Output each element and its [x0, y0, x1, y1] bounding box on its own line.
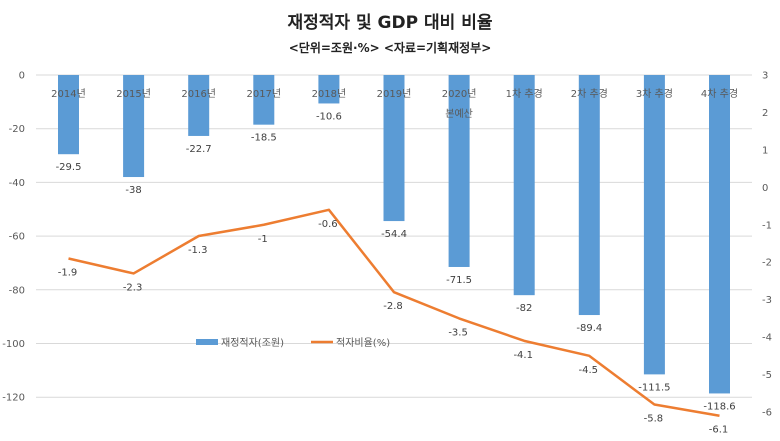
bar-data-label: -118.6: [703, 401, 735, 412]
right-axis-tick: -6: [762, 408, 772, 419]
right-axis-tick: 2: [762, 108, 768, 119]
right-axis: 3 2 1 0 -1 -2 -3 -4 -5 -6: [762, 71, 772, 419]
legend: 재정적자(조원) 적자비율(%): [196, 337, 390, 349]
left-axis: 0 -20 -40 -60 -80 -100 -120: [2, 71, 25, 404]
line-data-label: -1.9: [58, 267, 78, 278]
left-axis-tick: 0: [19, 71, 25, 82]
bar-data-label: -10.6: [316, 111, 342, 122]
line-path: [68, 208, 720, 417]
category-label: 4차 추경: [701, 87, 738, 100]
legend-swatch-bar: [196, 339, 218, 345]
left-axis-tick: -100: [2, 339, 25, 350]
chart-subtitle: <단위=조원·%> <자료=기획재정부>: [288, 41, 492, 55]
bar: [709, 75, 730, 394]
left-axis-tick: -20: [9, 124, 25, 135]
line-data-label: -2.8: [383, 301, 403, 312]
line-data-label: -4.1: [513, 350, 533, 361]
category-label: 2020년: [442, 88, 477, 100]
chart-title: 재정적자 및 GDP 대비 비율: [287, 13, 493, 33]
line-data-label: -1: [258, 234, 268, 245]
right-axis-tick: -1: [762, 220, 772, 231]
right-axis-tick: -4: [762, 333, 772, 344]
right-axis-tick: -3: [762, 295, 772, 306]
category-label: 2017년: [246, 88, 281, 100]
bar: [448, 75, 470, 267]
right-axis-tick: 0: [762, 183, 768, 194]
line-data-label: -2.3: [123, 282, 143, 293]
bar: [123, 75, 145, 178]
right-axis-tick: -2: [762, 258, 772, 269]
bar-data-label: -111.5: [638, 382, 670, 393]
bar-data-label: -29.5: [56, 162, 82, 173]
bar-data-label: -38: [125, 185, 141, 196]
bar: [643, 75, 665, 375]
bar: [383, 75, 405, 222]
left-axis-tick: -120: [2, 393, 25, 404]
bar-data-label: -89.4: [576, 323, 602, 334]
bar-data-label: -18.5: [251, 133, 277, 144]
line-data-label: -3.5: [448, 327, 468, 338]
right-axis-tick: -5: [762, 370, 772, 381]
line-data-label: -0.6: [318, 219, 338, 230]
line-data-label: -4.5: [579, 365, 599, 376]
legend-label-bar: 재정적자(조원): [221, 337, 284, 349]
bar-data-label: -22.7: [186, 144, 212, 155]
gridlines: [36, 74, 752, 398]
bar-data-label: -54.4: [381, 229, 407, 240]
data-labels: -29.5 -38 -22.7 -18.5 -10.6 -54.4 -71.5 -82 -89.…: [56, 111, 736, 435]
category-label: 2014년: [51, 88, 86, 100]
category-label: 2015년: [116, 88, 151, 100]
right-axis-tick: 1: [762, 145, 768, 156]
bar: [253, 75, 275, 125]
legend-label-line: 적자비율(%): [336, 337, 390, 349]
category-label: 3차 추경: [636, 87, 673, 100]
category-label: 2차 추경: [571, 87, 608, 100]
bar: [578, 75, 600, 316]
line-data-label: -5.8: [644, 414, 664, 425]
bar-data-label: -82: [516, 303, 532, 314]
bar: [318, 75, 340, 104]
line-data-label: -1.3: [188, 245, 208, 256]
category-label: 2018년: [312, 88, 347, 100]
bar: [188, 75, 210, 136]
line-series: [68, 208, 720, 417]
bar: [58, 75, 79, 155]
category-label: 2019년: [377, 88, 412, 100]
bar-data-label: -71.5: [446, 275, 472, 286]
left-axis-tick: -80: [9, 285, 25, 296]
category-label: 2016년: [181, 88, 216, 100]
category-label: 1차 추경: [506, 87, 543, 100]
bar: [513, 75, 535, 296]
right-axis-tick: 3: [762, 71, 768, 82]
line-data-label: -6.1: [709, 425, 729, 436]
left-axis-tick: -60: [9, 232, 25, 243]
left-axis-tick: -40: [9, 178, 25, 189]
category-label: 본예산: [445, 108, 473, 120]
bar-series: [58, 75, 730, 394]
